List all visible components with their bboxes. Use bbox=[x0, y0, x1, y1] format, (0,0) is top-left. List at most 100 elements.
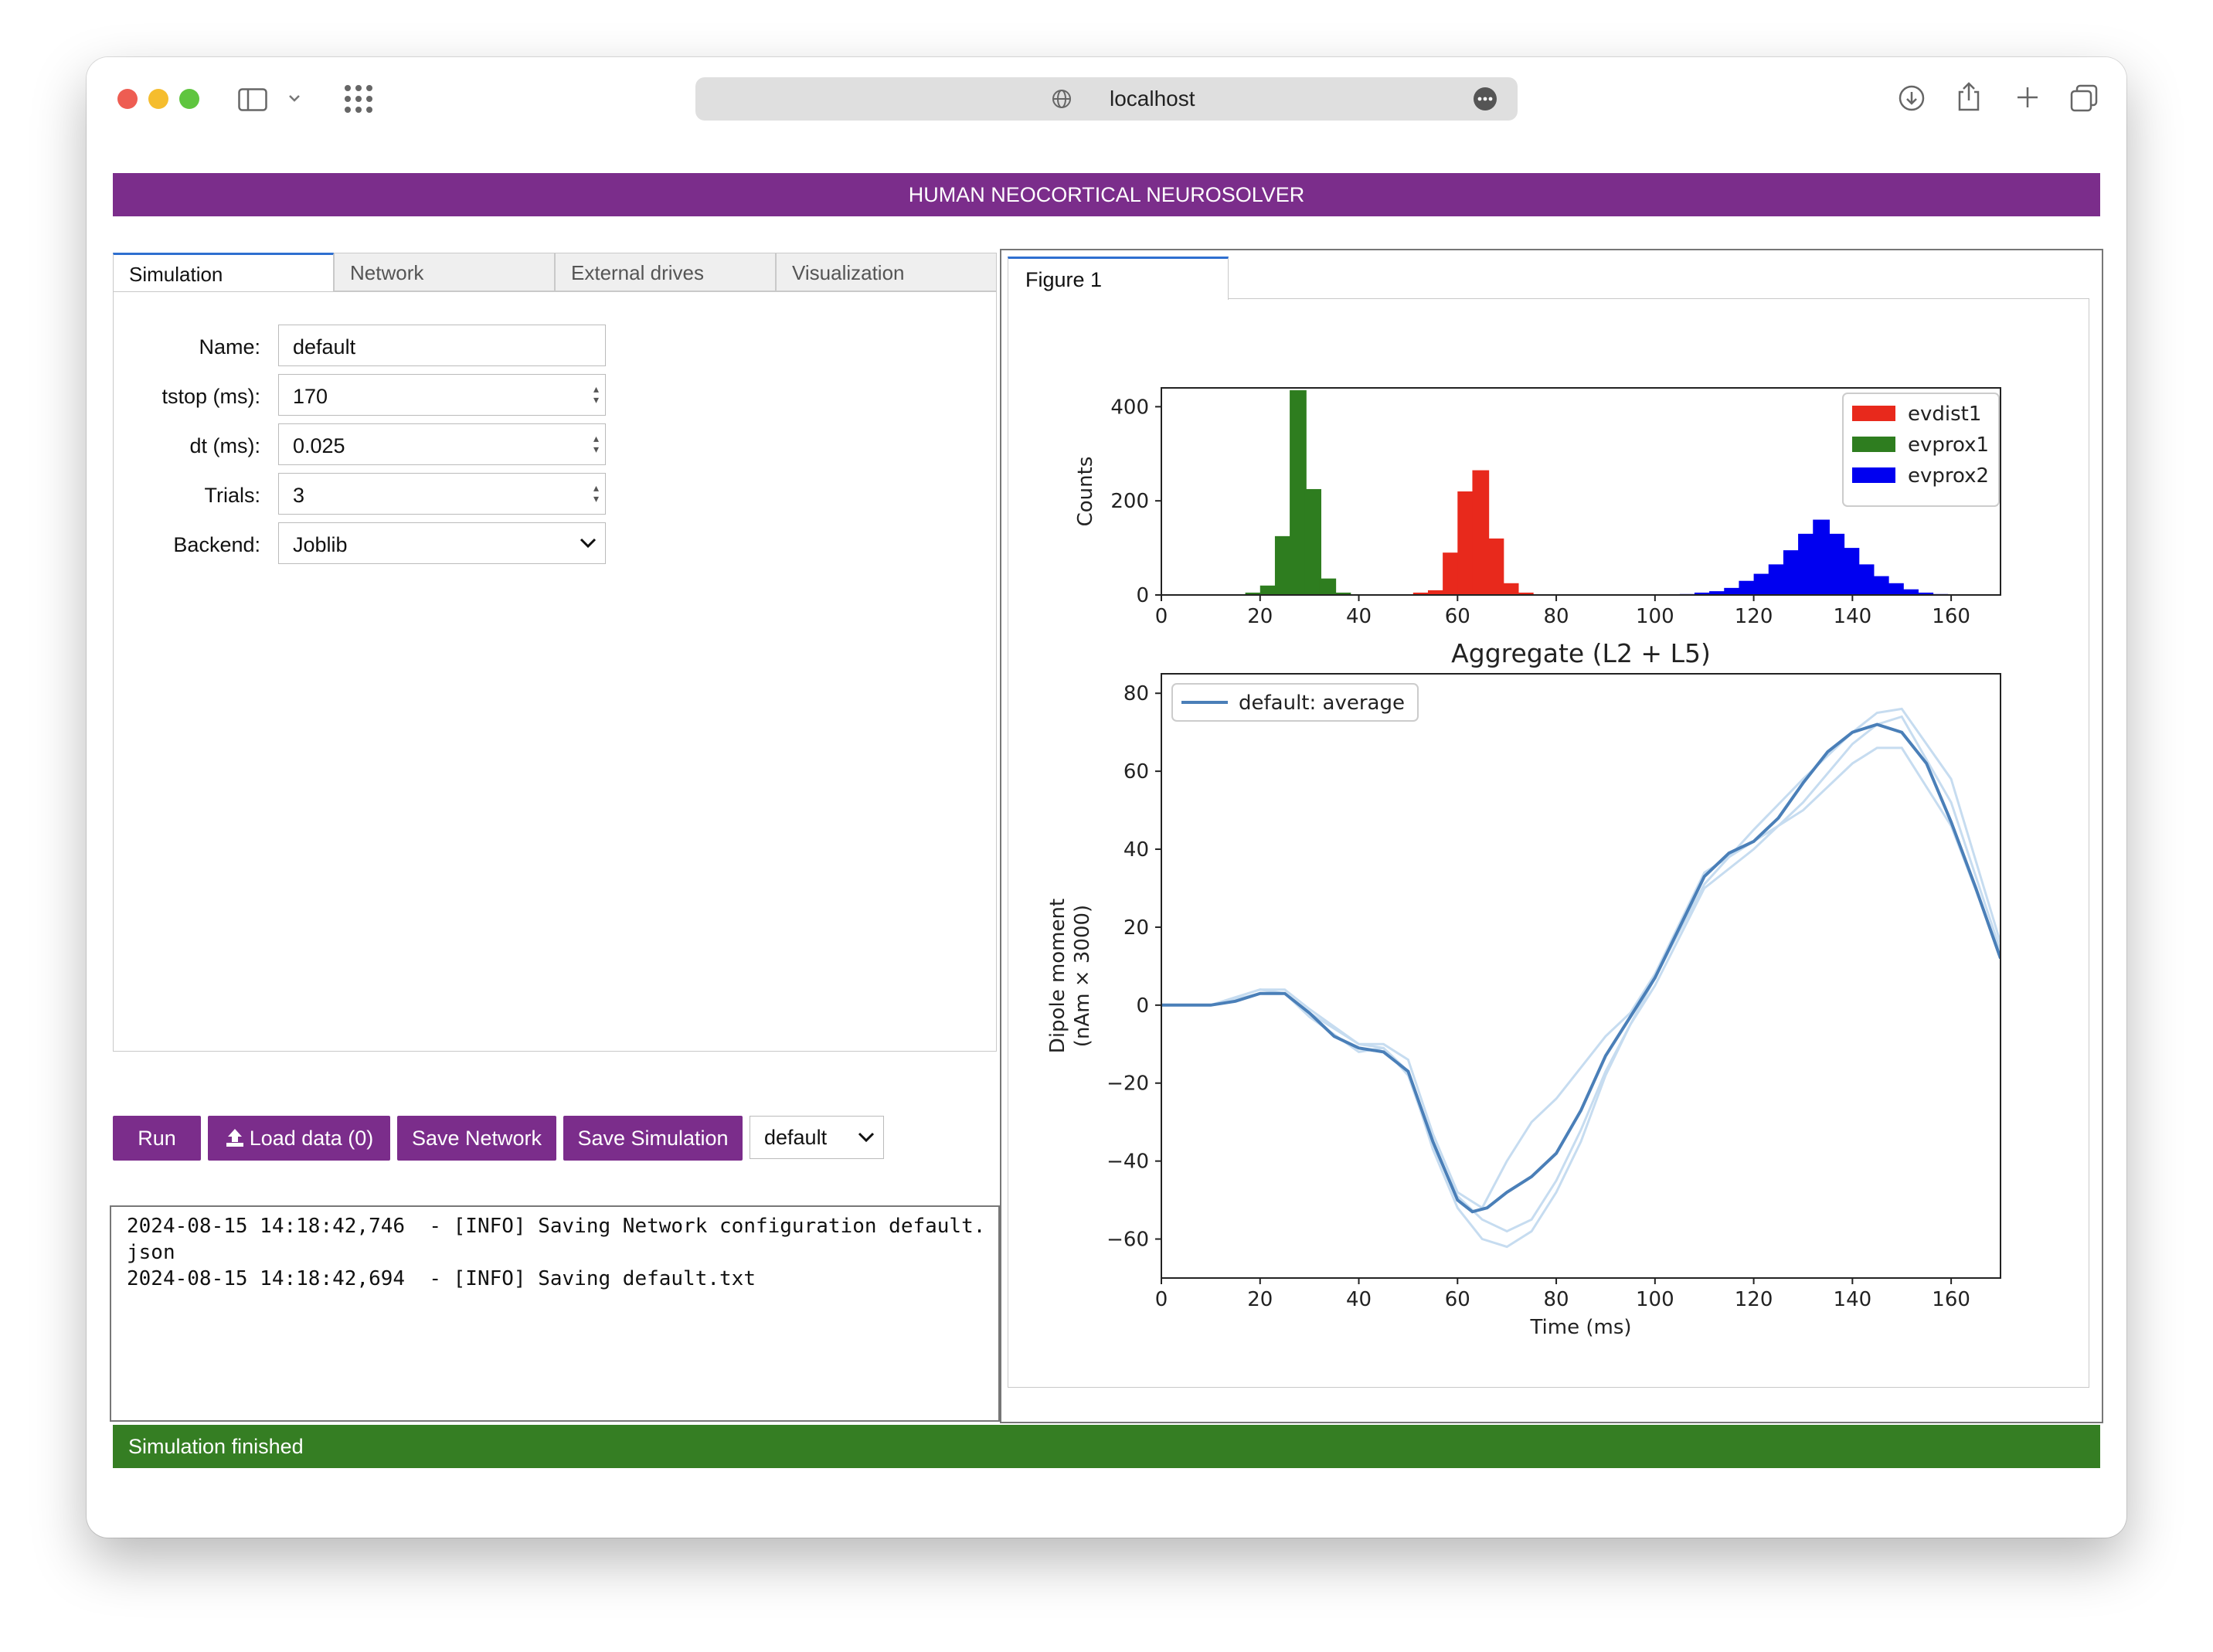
histogram-bar-evprox2 bbox=[1783, 550, 1800, 595]
tab-external-drives[interactable]: External drives bbox=[555, 253, 776, 291]
histogram-bar-evprox1 bbox=[1334, 592, 1351, 595]
histogram-bar-evdist1 bbox=[1443, 552, 1460, 595]
figure-frame bbox=[1000, 249, 2103, 1423]
dipole-axes-frame bbox=[1161, 673, 2001, 1279]
simulation-panel: Name: default tstop (ms): 170 ▴ ▾ dt (ms):… bbox=[113, 291, 997, 1052]
histogram-bar-evprox1 bbox=[1304, 488, 1321, 595]
log-output[interactable]: 2024-08-15 14:18:42,746 - [INFO] Saving … bbox=[110, 1205, 1000, 1422]
name-label: Name: bbox=[199, 335, 260, 359]
tab-visualization[interactable]: Visualization bbox=[776, 253, 997, 291]
download-icon[interactable] bbox=[1897, 83, 1926, 113]
tab-network[interactable]: Network bbox=[334, 253, 555, 291]
backend-select[interactable]: Joblib bbox=[278, 522, 606, 564]
histogram-bar-evprox1 bbox=[1319, 578, 1337, 595]
close-window-button[interactable] bbox=[117, 89, 138, 109]
histogram-bar-evprox2 bbox=[1887, 583, 1904, 595]
load-data-label: Load data (0) bbox=[249, 1126, 374, 1150]
more-options-icon[interactable] bbox=[1473, 87, 1497, 111]
dipole-x-tick-label: 20 bbox=[1247, 1288, 1273, 1311]
dipole-trial-line bbox=[1161, 715, 2001, 1233]
name-value: default bbox=[293, 335, 356, 359]
save-simulation-button[interactable]: Save Simulation bbox=[563, 1116, 743, 1161]
dipole-legend-box bbox=[1171, 683, 1419, 722]
dipole-x-tick-label: 40 bbox=[1346, 1288, 1372, 1311]
tab-simulation[interactable]: Simulation bbox=[113, 253, 334, 291]
address-bar[interactable]: localhost bbox=[695, 77, 1518, 121]
log-line: 2024-08-15 14:18:42,694 - [INFO] Saving … bbox=[127, 1267, 756, 1290]
share-icon[interactable] bbox=[1955, 80, 1983, 113]
status-bar: Simulation finished bbox=[113, 1425, 2100, 1468]
dipole-x-tick-label: 60 bbox=[1445, 1288, 1470, 1311]
dipole-y-axis-label: Dipole moment bbox=[1046, 899, 1069, 1053]
dipole-y-tick-label: −60 bbox=[1106, 1229, 1149, 1252]
dipole-y-tick-label: 40 bbox=[1123, 838, 1149, 862]
spinner-icon[interactable]: ▴ ▾ bbox=[593, 432, 599, 455]
app-banner: HUMAN NEOCORTICAL NEUROSOLVER bbox=[113, 173, 2100, 216]
histogram-bar-evprox1 bbox=[1245, 592, 1263, 595]
dipole-x-tick-label: 0 bbox=[1155, 1288, 1168, 1311]
histogram-bar-evprox2 bbox=[1694, 592, 1712, 595]
new-tab-icon[interactable] bbox=[2014, 83, 2041, 111]
histogram-x-tick-label: 100 bbox=[1636, 605, 1674, 628]
tstop-input[interactable]: 170 ▴ ▾ bbox=[278, 374, 606, 416]
histogram-bar-evdist1 bbox=[1516, 592, 1534, 595]
histogram-bar-evprox2 bbox=[1842, 548, 1860, 595]
histogram-bar-evprox2 bbox=[1902, 589, 1919, 595]
histogram-bar-evprox2 bbox=[1709, 591, 1726, 595]
spinner-icon[interactable]: ▴ ▾ bbox=[593, 382, 599, 406]
figure-canvas: 0 20 40 60 80 100 120 140 1600200400Countsevdist… bbox=[1046, 387, 2001, 1339]
tab-figure-1[interactable]: Figure 1 bbox=[1008, 257, 1229, 300]
dipole-y-tick-label: 60 bbox=[1123, 760, 1149, 784]
url-text: localhost bbox=[1110, 87, 1195, 110]
dipole-y-tick-label: 20 bbox=[1123, 916, 1149, 940]
dt-label: dt (ms): bbox=[189, 434, 261, 457]
trials-label: Trials: bbox=[204, 484, 261, 507]
legend-swatch-evprox2 bbox=[1852, 467, 1895, 483]
load-data-button[interactable]: Load data (0) bbox=[208, 1116, 390, 1161]
dipole-x-tick-label: 100 bbox=[1636, 1288, 1674, 1311]
dipole-x-tick-label: 120 bbox=[1735, 1288, 1773, 1311]
main-tabs: Simulation Network External drives Visua… bbox=[113, 253, 997, 293]
histogram-x-tick-label: 40 bbox=[1346, 605, 1372, 628]
save-network-button[interactable]: Save Network bbox=[397, 1116, 556, 1161]
histogram-bar-evprox2 bbox=[1798, 533, 1815, 595]
dipole-average-line bbox=[1161, 722, 2001, 1214]
histogram-x-tick-label: 20 bbox=[1247, 605, 1273, 628]
tab-label: Network bbox=[350, 261, 424, 284]
globe-icon bbox=[1052, 90, 1071, 108]
chevron-down-icon bbox=[858, 1132, 875, 1143]
name-input[interactable]: default bbox=[278, 325, 606, 366]
tab-label: Visualization bbox=[792, 261, 905, 284]
run-label: Run bbox=[138, 1126, 176, 1150]
dipole-trial-line bbox=[1161, 746, 2001, 1210]
apps-grid-icon[interactable] bbox=[343, 83, 374, 114]
histogram-bar-evprox2 bbox=[1827, 533, 1845, 595]
legend-swatch-evprox1 bbox=[1852, 437, 1895, 452]
upload-icon bbox=[226, 1129, 243, 1147]
chevron-down-icon bbox=[580, 538, 597, 549]
histogram-bar-evprox2 bbox=[1724, 587, 1741, 595]
histogram-y-tick-label: 400 bbox=[1110, 396, 1149, 419]
dt-input[interactable]: 0.025 ▴ ▾ bbox=[278, 423, 606, 465]
spinner-icon[interactable]: ▴ ▾ bbox=[593, 481, 599, 505]
histogram-x-tick-label: 120 bbox=[1735, 605, 1773, 628]
log-line: json bbox=[127, 1241, 175, 1264]
tab-overview-icon[interactable] bbox=[2069, 83, 2099, 113]
trials-input[interactable]: 3 ▴ ▾ bbox=[278, 473, 606, 515]
dipole-y-tick-label: 80 bbox=[1123, 682, 1149, 705]
backend-label: Backend: bbox=[173, 533, 260, 556]
legend-label-evprox1: evprox1 bbox=[1908, 433, 1989, 457]
dt-value: 0.025 bbox=[293, 434, 345, 457]
histogram-bar-evprox2 bbox=[1916, 592, 1934, 595]
simulation-select[interactable]: default bbox=[750, 1116, 884, 1159]
sidebar-icon[interactable] bbox=[238, 88, 267, 111]
chevron-down-icon[interactable] bbox=[287, 93, 301, 104]
zoom-window-button[interactable] bbox=[179, 89, 199, 109]
minimize-window-button[interactable] bbox=[148, 89, 168, 109]
histogram-bar-evprox2 bbox=[1813, 519, 1830, 595]
run-button[interactable]: Run bbox=[113, 1116, 201, 1161]
browser-titlebar: localhost bbox=[87, 57, 2126, 142]
dipole-x-tick-label: 80 bbox=[1544, 1288, 1569, 1311]
app-title: HUMAN NEOCORTICAL NEUROSOLVER bbox=[908, 182, 1305, 206]
histogram-bar-evdist1 bbox=[1487, 538, 1504, 595]
